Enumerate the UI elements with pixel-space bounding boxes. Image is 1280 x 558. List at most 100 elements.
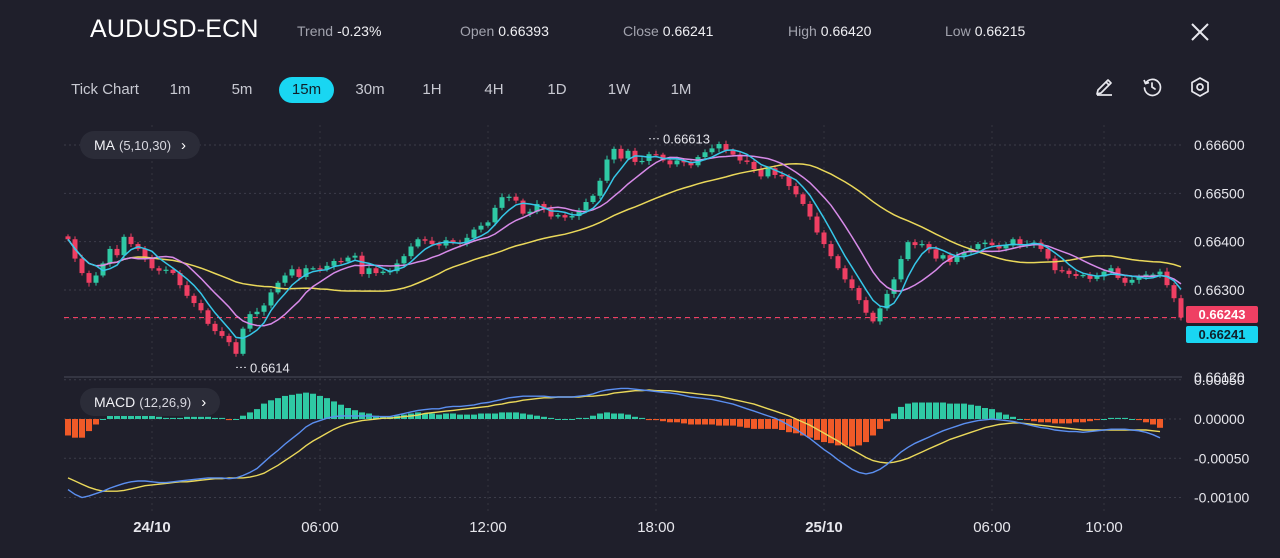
tab-tick-chart[interactable]: Tick Chart <box>71 81 139 98</box>
candle-body <box>107 248 113 264</box>
candle-body <box>226 335 232 343</box>
candle-body <box>128 236 134 245</box>
pencil-icon[interactable] <box>1093 76 1115 98</box>
candle-body <box>1080 275 1086 277</box>
macd-histogram-bar <box>219 417 225 419</box>
tab-1w[interactable]: 1W <box>607 81 631 98</box>
macd-histogram-bar <box>723 419 729 426</box>
macd-indicator-pill[interactable]: MACD (12,26,9) › <box>80 388 221 416</box>
tab-15m[interactable]: 15m <box>279 77 334 103</box>
macd-histogram-bar <box>212 417 218 419</box>
low-value: 0.66215 <box>974 23 1026 39</box>
candle-body <box>289 269 295 276</box>
candle-body <box>730 150 736 155</box>
macd-tick-label: -0.00050 <box>1194 450 1249 466</box>
candle-body <box>856 288 862 301</box>
macd-histogram-bar <box>534 415 540 419</box>
macd-histogram-bar <box>968 404 974 419</box>
candle-body <box>765 168 771 177</box>
macd-histogram-bar <box>471 414 477 419</box>
tab-5m[interactable]: 5m <box>231 81 253 98</box>
candlesticks <box>65 140 1184 357</box>
timeframe-bar: Tick Chart 1m 5m 15m 30m 1H 4H 1D 1W 1M <box>0 72 1280 106</box>
macd-histogram-bar <box>905 403 911 419</box>
macd-histogram-bar <box>282 395 288 419</box>
candle-body <box>639 160 645 163</box>
tab-1d[interactable]: 1D <box>547 81 567 98</box>
tab-1m[interactable]: 1m <box>169 81 191 98</box>
candle-body <box>198 303 204 311</box>
candle-body <box>863 300 869 313</box>
tab-1h[interactable]: 1H <box>422 81 442 98</box>
macd-histogram-bar <box>492 413 498 419</box>
macd-histogram-bar <box>1101 419 1107 420</box>
candle-body <box>1052 258 1058 271</box>
macd-histogram-bar <box>303 392 309 419</box>
candle-body <box>709 148 715 153</box>
candle-body <box>212 323 218 332</box>
macd-histogram-bar <box>233 419 239 420</box>
macd-histogram-bar <box>989 409 995 419</box>
macd-histogram-bar <box>261 403 267 419</box>
macd-histogram-bar <box>597 413 603 419</box>
price-annotations: 0.66613 0.6614 <box>236 132 710 375</box>
macd-histogram-bar <box>842 419 848 446</box>
candle-body <box>1066 270 1072 275</box>
macd-histogram-bar <box>653 419 659 421</box>
candle-body <box>422 239 428 241</box>
candle-body <box>415 239 421 247</box>
trend-stat: Trend -0.23% <box>297 23 381 39</box>
candle-body <box>562 215 568 218</box>
candle-body <box>674 160 680 165</box>
ma-indicator-pill[interactable]: MA (5,10,30) › <box>80 131 201 159</box>
close-icon[interactable] <box>1188 20 1212 44</box>
macd-histogram-bar <box>1038 419 1044 423</box>
candle-body <box>366 268 372 275</box>
tab-30m[interactable]: 30m <box>355 81 385 98</box>
candle-body <box>429 240 435 245</box>
macd-histogram-bar <box>695 419 701 425</box>
macd-histogram-bar <box>79 419 85 438</box>
candle-body <box>464 237 470 245</box>
macd-histogram-bar <box>240 415 246 419</box>
clock-refresh-icon[interactable] <box>1141 76 1163 98</box>
candle-body <box>331 261 337 266</box>
candle-body <box>996 245 1002 249</box>
candle-body <box>877 308 883 322</box>
candle-body <box>940 255 946 259</box>
price-tick-label: 0.66600 <box>1194 137 1245 153</box>
macd-histogram-bar <box>226 419 232 421</box>
candle-body <box>905 242 911 260</box>
macd-histogram-bar <box>177 417 183 419</box>
candle-body <box>618 148 624 159</box>
candle-body <box>114 248 120 256</box>
macd-histogram-bar <box>926 402 932 419</box>
macd-histogram-bar <box>548 417 554 419</box>
chevron-right-icon: › <box>181 137 187 154</box>
macd-histogram-bar <box>730 419 736 426</box>
price-tick-label: 0.66500 <box>1194 185 1245 201</box>
macd-tick-label: 0.00000 <box>1194 411 1245 427</box>
candle-body <box>814 216 820 233</box>
candle-body <box>597 180 603 196</box>
candle-body <box>1017 239 1023 246</box>
high-annotation: 0.66613 <box>663 132 710 147</box>
candle-body <box>142 248 148 259</box>
candle-body <box>436 244 442 246</box>
macd-histogram-bar <box>912 402 918 419</box>
tab-4h[interactable]: 4H <box>484 81 504 98</box>
macd-histogram-bar <box>583 417 589 419</box>
candle-body <box>1122 277 1128 283</box>
tab-1mo[interactable]: 1M <box>670 81 692 98</box>
gear-hexagon-icon[interactable] <box>1189 76 1211 98</box>
candle-body <box>723 144 729 151</box>
macd-histogram-bar <box>65 419 71 436</box>
macd-histogram-bar <box>1066 419 1072 424</box>
macd-histogram-bar <box>856 419 862 446</box>
macd-histogram-bar <box>247 412 253 419</box>
candle-body <box>1101 271 1107 277</box>
candle-body <box>373 268 379 274</box>
macd-histogram-bar <box>205 416 211 419</box>
macd-name: MACD <box>94 394 136 410</box>
